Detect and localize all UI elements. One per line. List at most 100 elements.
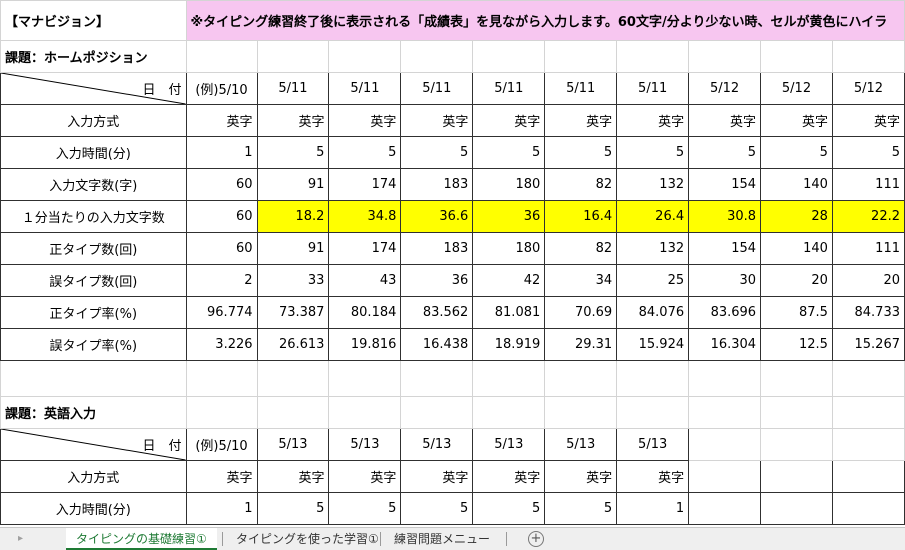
value-cell[interactable]: 5 (256, 136, 330, 169)
value-cell[interactable]: 英字 (185, 460, 258, 493)
empty-cell[interactable] (831, 396, 905, 429)
value-cell[interactable]: 英字 (544, 104, 618, 137)
value-cell[interactable]: 20 (831, 264, 905, 297)
date-cell[interactable]: 5/12 (831, 72, 905, 105)
value-cell[interactable]: 5 (544, 492, 618, 525)
value-cell[interactable]: 5 (472, 136, 546, 169)
date-cell[interactable]: 5/11 (616, 72, 690, 105)
value-cell[interactable]: 82 (544, 232, 618, 265)
row-label[interactable]: 入力時間(分) (0, 136, 187, 169)
value-cell[interactable]: 16.304 (688, 328, 762, 361)
empty-cell[interactable] (544, 360, 618, 397)
value-cell[interactable]: 3.226 (185, 328, 258, 361)
value-cell[interactable]: 19.816 (328, 328, 402, 361)
date-cell[interactable]: 5/11 (256, 72, 330, 105)
value-cell[interactable]: 60 (185, 232, 258, 265)
value-cell[interactable]: 5 (400, 492, 474, 525)
empty-cell[interactable] (616, 360, 690, 397)
scroll-arrow-icon[interactable]: ▸ (18, 533, 24, 544)
value-cell[interactable]: 26.613 (256, 328, 330, 361)
value-cell[interactable] (760, 460, 833, 493)
value-cell[interactable]: 英字 (185, 104, 258, 137)
empty-cell[interactable] (472, 360, 546, 397)
value-cell[interactable] (831, 460, 905, 493)
date-cell[interactable] (831, 428, 905, 461)
value-cell[interactable]: 英字 (688, 104, 762, 137)
value-cell[interactable]: 60 (185, 200, 258, 233)
empty-cell[interactable] (328, 396, 402, 429)
value-cell[interactable]: 2 (185, 264, 258, 297)
instruction-banner[interactable]: ※タイピング練習終了後に表示される「成績表」を見ながら入力します。60文字/分よ… (185, 0, 905, 41)
value-cell[interactable]: 36 (472, 200, 546, 233)
section-title-home-position[interactable]: 課題：ホームポジション (0, 40, 187, 73)
empty-cell[interactable] (472, 396, 546, 429)
value-cell[interactable] (831, 492, 905, 525)
empty-cell[interactable] (0, 360, 187, 397)
value-cell[interactable]: 180 (472, 168, 546, 201)
date-header-label[interactable]: 日 付 (0, 428, 187, 461)
brand-title[interactable]: 【マナビジョン】 (0, 0, 187, 41)
value-cell[interactable]: 183 (400, 232, 474, 265)
value-cell[interactable]: 英字 (472, 104, 546, 137)
value-cell[interactable]: 154 (688, 168, 762, 201)
value-cell[interactable]: 42 (472, 264, 546, 297)
date-cell[interactable]: 5/13 (400, 428, 474, 461)
value-cell[interactable]: 15.267 (831, 328, 905, 361)
value-cell[interactable]: 22.2 (831, 200, 905, 233)
value-cell[interactable]: 30.8 (688, 200, 762, 233)
spreadsheet-grid[interactable]: 【マナビジョン】 ※タイピング練習終了後に表示される「成績表」を見ながら入力しま… (0, 0, 905, 527)
value-cell[interactable]: 英字 (400, 460, 474, 493)
value-cell[interactable]: 5 (831, 136, 905, 169)
empty-cell[interactable] (831, 360, 905, 397)
empty-cell[interactable] (760, 396, 833, 429)
value-cell[interactable]: 132 (616, 168, 690, 201)
value-cell[interactable]: 5 (328, 136, 402, 169)
value-cell[interactable]: 81.081 (472, 296, 546, 329)
value-cell[interactable]: 5 (760, 136, 833, 169)
row-label[interactable]: 正タイプ率(%) (0, 296, 187, 329)
row-label[interactable]: 正タイプ数(回) (0, 232, 187, 265)
value-cell[interactable]: 60 (185, 168, 258, 201)
row-label[interactable]: 入力方式 (0, 104, 187, 137)
date-cell[interactable]: 5/12 (760, 72, 833, 105)
value-cell[interactable]: 5 (328, 492, 402, 525)
value-cell[interactable]: 英字 (256, 104, 330, 137)
value-cell[interactable]: 英字 (256, 460, 330, 493)
value-cell[interactable]: 96.774 (185, 296, 258, 329)
value-cell[interactable] (688, 492, 762, 525)
row-label[interactable]: 誤タイプ数(回) (0, 264, 187, 297)
value-cell[interactable]: 91 (256, 232, 330, 265)
value-cell[interactable]: 英字 (616, 104, 690, 137)
value-cell[interactable]: 1 (185, 136, 258, 169)
row-label[interactable]: 入力文字数(字) (0, 168, 187, 201)
empty-cell[interactable] (544, 396, 618, 429)
value-cell[interactable]: 174 (328, 168, 402, 201)
value-cell[interactable]: 43 (328, 264, 402, 297)
value-cell[interactable]: 70.69 (544, 296, 618, 329)
value-cell[interactable]: 140 (760, 232, 833, 265)
value-cell[interactable]: 30 (688, 264, 762, 297)
value-cell[interactable]: 15.924 (616, 328, 690, 361)
empty-cell[interactable] (400, 396, 474, 429)
empty-cell[interactable] (256, 360, 330, 397)
value-cell[interactable]: 英字 (328, 460, 402, 493)
value-cell[interactable]: 16.4 (544, 200, 618, 233)
date-cell[interactable]: 5/12 (688, 72, 762, 105)
data-table[interactable]: 【マナビジョン】 ※タイピング練習終了後に表示される「成績表」を見ながら入力しま… (0, 0, 905, 525)
date-cell[interactable]: 5/13 (544, 428, 618, 461)
value-cell[interactable]: 83.696 (688, 296, 762, 329)
date-cell[interactable]: (例)5/10 (185, 72, 258, 105)
empty-cell[interactable] (256, 396, 330, 429)
date-cell[interactable]: 5/11 (544, 72, 618, 105)
value-cell[interactable]: 5 (544, 136, 618, 169)
section-title-english[interactable]: 課題：英語入力 (0, 396, 187, 429)
empty-cell[interactable] (400, 360, 474, 397)
date-header-label[interactable]: 日 付 (0, 72, 187, 105)
row-label[interactable]: 入力方式 (0, 460, 187, 493)
value-cell[interactable] (760, 492, 833, 525)
value-cell[interactable]: 84.076 (616, 296, 690, 329)
value-cell[interactable]: 英字 (616, 460, 690, 493)
empty-cell[interactable] (328, 360, 402, 397)
plus-circle-icon[interactable]: + (528, 531, 544, 547)
date-cell[interactable] (760, 428, 833, 461)
